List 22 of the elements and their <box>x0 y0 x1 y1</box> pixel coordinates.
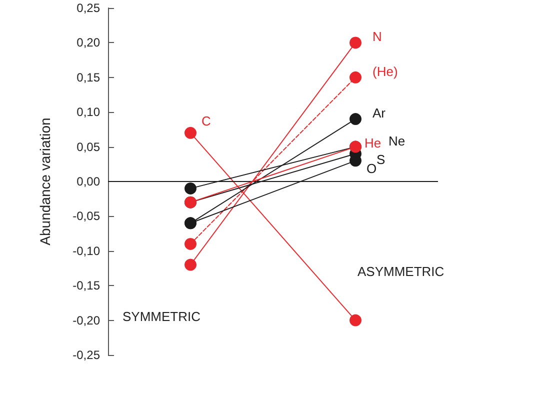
series-label: N <box>372 29 382 44</box>
y-tick-label: -0,15 <box>72 278 100 293</box>
series-label: S <box>376 152 386 168</box>
text: Ne <box>388 133 406 148</box>
series-label: C <box>202 113 211 128</box>
series-label: (He) <box>372 64 398 79</box>
y-tick-label: 0,05 <box>76 140 100 154</box>
y-tick-label: 0,10 <box>76 105 100 120</box>
y-tick-label: -0,25 <box>72 348 100 362</box>
series-label: O <box>366 161 377 176</box>
y-axis-title: Abundance variation <box>37 118 53 246</box>
y-tick-label: -0,20 <box>72 313 100 328</box>
annotation: SYMMETRIC <box>122 308 200 324</box>
y-tick-label: 0,25 <box>76 1 100 15</box>
series-label: Ar <box>372 106 386 121</box>
y-tick-label: 0,15 <box>76 70 100 84</box>
y-tick-label: -0,10 <box>72 244 100 258</box>
y-tick-label: 0,20 <box>76 36 100 50</box>
annotation: ASYMMETRIC <box>358 264 444 279</box>
y-tick-label: -0,05 <box>72 209 100 224</box>
series-label: He <box>364 135 382 150</box>
y-tick-label: 0,00 <box>76 174 100 188</box>
